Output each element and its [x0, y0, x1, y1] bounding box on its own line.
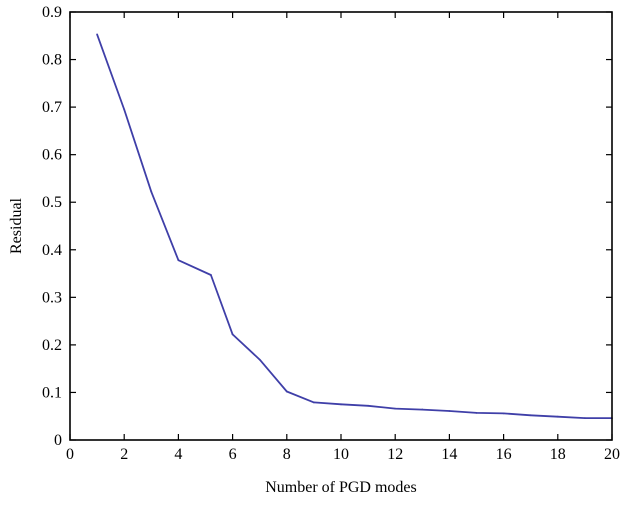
data-point	[421, 408, 424, 411]
data-point	[231, 333, 234, 336]
x-tick-label: 10	[333, 446, 349, 463]
x-tick-label: 12	[387, 446, 403, 463]
y-tick-label: 0.7	[42, 99, 62, 116]
y-tick-label: 0.6	[42, 147, 62, 164]
data-point	[556, 415, 559, 418]
data-point	[340, 403, 342, 406]
data-point	[123, 108, 126, 111]
x-tick-label: 0	[66, 446, 74, 463]
data-point	[367, 404, 369, 407]
data-point	[285, 390, 288, 393]
y-tick-label: 0.1	[42, 384, 62, 401]
x-tick-label: 20	[604, 446, 620, 463]
x-tick-label: 14	[441, 446, 457, 463]
data-point	[177, 259, 180, 262]
y-tick-label: 0.8	[42, 52, 62, 69]
series-line-0	[96, 34, 612, 420]
data-point	[210, 274, 212, 276]
data-point	[150, 190, 153, 193]
data-point	[96, 33, 98, 36]
series-layer	[96, 33, 613, 420]
data-point	[475, 411, 478, 414]
data-point	[584, 417, 586, 420]
x-tick-label: 8	[283, 446, 291, 463]
data-point	[313, 401, 315, 404]
y-tick-label: 0.9	[42, 4, 62, 21]
y-tick-label: 0.5	[42, 194, 62, 211]
x-tick-label: 16	[496, 446, 512, 463]
plot-frame	[69, 11, 613, 441]
data-point	[258, 358, 261, 361]
x-axis-label: Number of PGD modes	[265, 479, 417, 496]
x-tick-label: 6	[229, 446, 237, 463]
x-tick-label: 2	[120, 446, 128, 463]
data-point	[448, 410, 451, 412]
y-tick-label: 0.4	[42, 242, 62, 259]
ticklabels-layer: 0 2 4 6 8 10 12 14 16 18 20 0 0.1 0.2 0.3 0.4 0.5 0.6 0.7 0…	[42, 4, 620, 463]
x-tick-label: 4	[174, 446, 182, 463]
data-point	[529, 414, 532, 417]
y-tick-label: 0.2	[42, 337, 62, 354]
data-point	[394, 407, 397, 410]
data-point	[502, 412, 505, 415]
y-tick-label: 0.3	[42, 289, 62, 306]
ticks-layer	[69, 11, 613, 441]
y-tick-label: 0	[54, 432, 62, 449]
x-tick-label: 18	[550, 446, 566, 463]
y-axis-label: Residual	[8, 197, 25, 254]
